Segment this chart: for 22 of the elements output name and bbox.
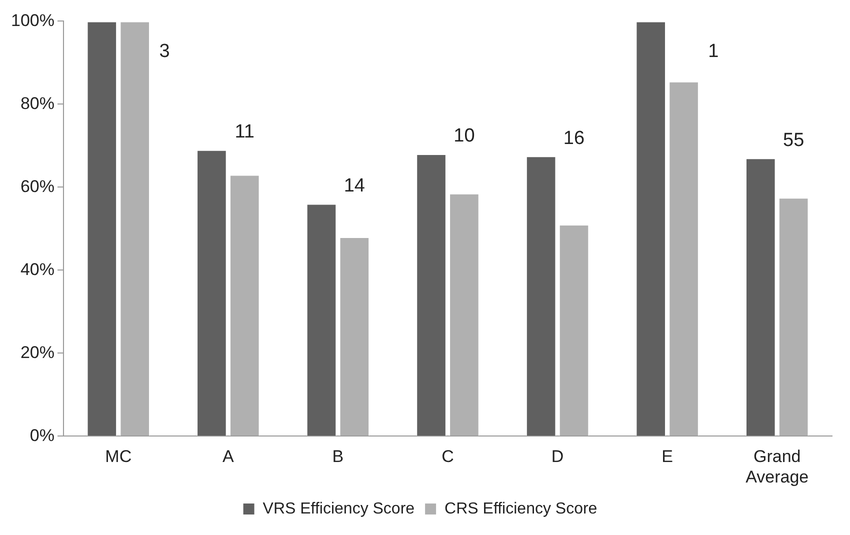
y-tick-label: 0% <box>30 426 54 445</box>
annotation: 3 <box>159 40 170 62</box>
legend-label: VRS Efficiency Score <box>262 500 415 518</box>
x-tick-label: B <box>332 447 344 466</box>
annotation: 11 <box>234 122 254 143</box>
annotation: 16 <box>563 128 585 149</box>
x-tick-label: A <box>222 447 234 466</box>
y-tick-label: 80% <box>20 94 54 113</box>
x-tick-label: C <box>442 447 454 466</box>
annotation: 14 <box>344 176 366 197</box>
legend-label: CRS Efficiency Score <box>444 500 598 518</box>
y-tick-label: 40% <box>20 260 54 279</box>
annotation: 10 <box>454 126 475 147</box>
y-tick-label: 20% <box>20 342 54 362</box>
x-tick-label: Grand Average <box>746 447 809 486</box>
x-tick-label: E <box>662 447 673 466</box>
y-tick-label: 100% <box>10 10 54 30</box>
annotation: 55 <box>783 130 804 151</box>
x-tick-label: D <box>551 447 564 466</box>
annotation: 1 <box>708 40 719 62</box>
x-tick-label: MC <box>105 447 132 466</box>
y-tick-label: 60% <box>20 176 54 196</box>
